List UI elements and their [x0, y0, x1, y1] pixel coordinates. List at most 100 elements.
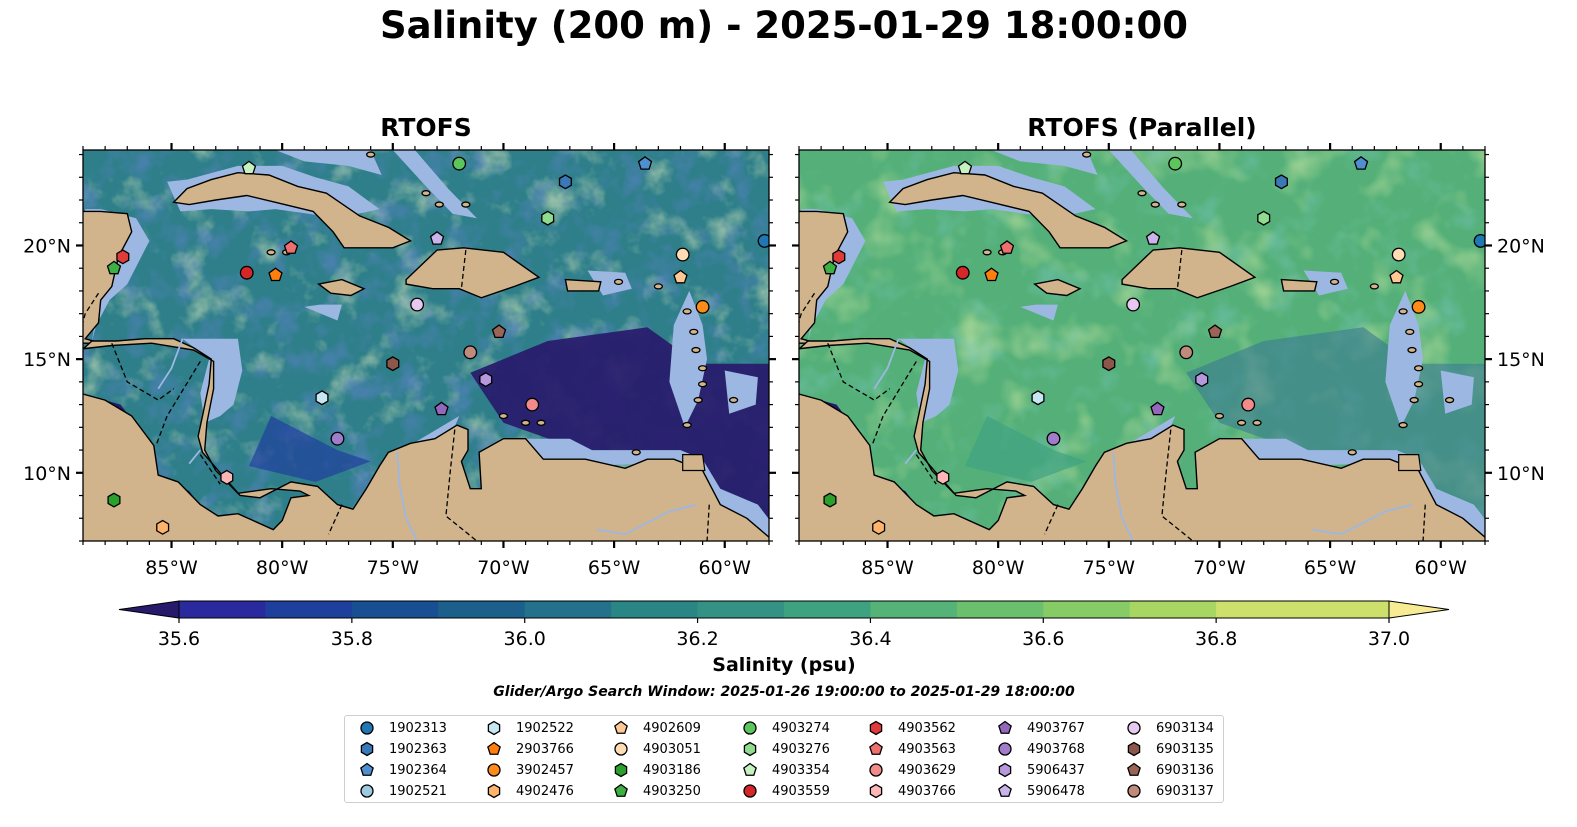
country-border: [706, 504, 710, 541]
platform-marker-4903250: [106, 260, 122, 275]
lon-tick-label: 75°W: [1083, 557, 1136, 579]
island: [461, 201, 471, 208]
legend-item-4902476: 4902476: [484, 781, 574, 801]
legend-marker-icon: [487, 720, 501, 736]
river: [157, 338, 184, 390]
shelf-mask: [370, 416, 460, 482]
colorbar-tick-label: 35.6: [158, 628, 200, 650]
legend-item-4903051: 4903051: [611, 739, 701, 759]
legend-label: 4903186: [643, 762, 701, 778]
legend-marker: [1127, 741, 1141, 757]
legend-marker-icon: [869, 783, 883, 799]
legend-marker-icon: [998, 762, 1012, 778]
legend-marker: [869, 783, 883, 799]
panel-title-rtofs: RTOFS: [380, 113, 472, 142]
island: [653, 283, 664, 290]
platform-marker-6903137: [463, 345, 478, 360]
panel-title-rtofs-parallel: RTOFS (Parallel): [1027, 113, 1257, 142]
shelf-mask: [1108, 150, 1193, 219]
legend-item-1902363: 1902363: [357, 739, 447, 759]
legend-marker: [614, 742, 628, 756]
legend-marker: [1127, 784, 1141, 798]
island: [682, 421, 692, 429]
colorbar-tick-label: 36.8: [1195, 628, 1237, 650]
platform-marker-6903135: [1102, 356, 1116, 372]
legend-item-1902364: 1902364: [357, 760, 447, 780]
legend-label: 6903136: [1156, 762, 1214, 778]
island: [689, 328, 699, 336]
island: [682, 308, 692, 315]
platform-marker-4903629: [1241, 397, 1256, 412]
platform-marker-4903563: [999, 240, 1015, 254]
island: [697, 365, 708, 372]
platform-marker-4903768: [330, 431, 345, 446]
legend-item-4903629: 4903629: [866, 760, 956, 780]
platform-marker-2903766: [984, 267, 999, 282]
legend-marker: [614, 762, 628, 778]
legend-item-4903767: 4903767: [995, 718, 1085, 738]
island: [693, 396, 703, 404]
legend-marker: [998, 783, 1012, 797]
island: [520, 419, 531, 426]
platform-marker-1902522: [315, 390, 329, 406]
platform-marker-4903274: [452, 156, 467, 171]
map-panel-rtofs-parallel: 85°W 80°W 75°W 70°W 65°W 60°W 10°N 15°N 20°N: [792, 143, 1545, 579]
legend-marker-icon: [1127, 762, 1141, 776]
lon-tick-label: 70°W: [1193, 557, 1246, 579]
legend-label: 1902313: [389, 720, 447, 736]
country-border: [199, 454, 221, 485]
island: [266, 249, 276, 256]
island: [1407, 346, 1417, 354]
legend-marker: [998, 720, 1012, 734]
legend-marker: [487, 763, 501, 777]
legend-marker-icon: [614, 720, 628, 734]
platform-marker-1902313: [1473, 233, 1485, 248]
platform-marker-2903766: [268, 267, 283, 282]
river: [873, 338, 900, 390]
shelf-mask: [991, 150, 1098, 175]
lon-tick-label: 60°W: [699, 557, 752, 579]
island: [1177, 201, 1187, 208]
river: [188, 449, 201, 465]
country-border: [915, 454, 937, 485]
legend-item-1902313: 1902313: [357, 718, 447, 738]
lon-tick-label: 70°W: [477, 557, 530, 579]
platform-marker-4903766: [936, 469, 950, 485]
legend-label: 4903051: [643, 741, 701, 757]
platform-marker-4902476: [156, 519, 170, 535]
shelf-mask: [669, 290, 707, 428]
legend-marker-icon: [360, 762, 374, 776]
country-border: [111, 342, 175, 401]
platform-marker-4903766: [220, 469, 234, 485]
legend-item-6903135: 6903135: [1124, 739, 1214, 759]
platform-marker-5906478: [429, 231, 445, 245]
legend-label: 1902364: [389, 762, 447, 778]
shelf-mask: [1385, 290, 1423, 428]
platform-marker-4903186: [823, 492, 837, 508]
legend-marker-icon: [614, 762, 628, 778]
colorbar: 35.6 35.8 36.0 36.2 36.4 36.6 36.8 37.0: [118, 600, 1450, 650]
legend-item-5906478: 5906478: [995, 781, 1085, 801]
island: [1405, 328, 1415, 336]
island: [691, 346, 701, 354]
island: [366, 151, 376, 158]
legend-marker: [869, 741, 883, 755]
legend-label: 1902363: [389, 741, 447, 757]
colorbar-segment: [784, 601, 871, 618]
legend-item-4903186: 4903186: [611, 760, 701, 780]
legend-label: 3902457: [516, 762, 574, 778]
legend-item-3902457: 3902457: [484, 760, 574, 780]
legend-item-4903250: 4903250: [611, 781, 701, 801]
colorbar-tick-label: 36.4: [849, 628, 891, 650]
legend-item-2903766: 2903766: [484, 739, 574, 759]
platform-marker-4903276: [541, 210, 555, 226]
platform-marker-6903135: [386, 356, 400, 372]
platform-marker-4903767: [434, 401, 449, 416]
island-trinidad: [1398, 454, 1422, 472]
platform-marker-4903276: [1257, 210, 1271, 226]
legend-item-6903134: 6903134: [1124, 718, 1214, 738]
legend-label: 4903768: [1027, 741, 1085, 757]
island: [1082, 151, 1092, 158]
platform-marker-4903250: [822, 260, 838, 275]
country-border: [1176, 249, 1183, 289]
